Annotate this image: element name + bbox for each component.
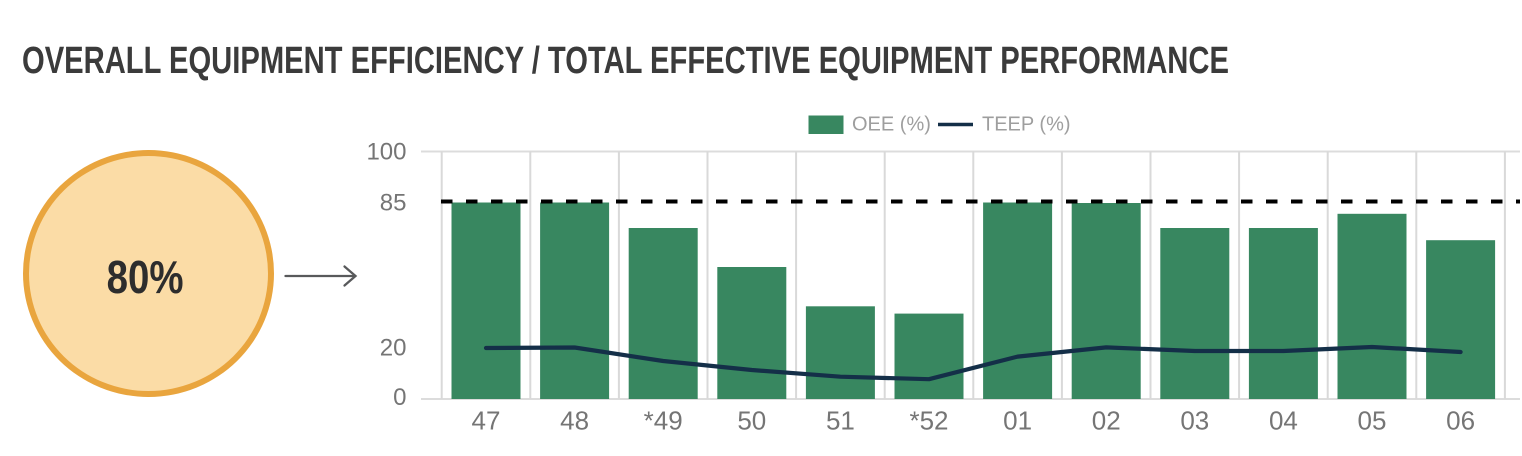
svg-text:48: 48 [560, 406, 589, 436]
svg-text:100: 100 [366, 139, 406, 166]
svg-text:*52: *52 [909, 406, 948, 436]
svg-text:02: 02 [1092, 406, 1121, 436]
svg-text:05: 05 [1358, 406, 1387, 436]
svg-text:OEE (%): OEE (%) [852, 114, 931, 136]
svg-text:TEEP (%): TEEP (%) [982, 114, 1071, 136]
svg-text:03: 03 [1180, 406, 1209, 436]
svg-text:50: 50 [737, 406, 766, 436]
svg-text:85: 85 [380, 190, 407, 217]
svg-text:51: 51 [826, 406, 855, 436]
svg-text:*49: *49 [644, 406, 683, 436]
svg-text:04: 04 [1269, 406, 1298, 436]
svg-text:0: 0 [393, 384, 406, 411]
svg-text:47: 47 [472, 406, 501, 436]
svg-text:01: 01 [1003, 406, 1032, 436]
svg-text:06: 06 [1446, 406, 1475, 436]
svg-text:20: 20 [380, 335, 407, 362]
